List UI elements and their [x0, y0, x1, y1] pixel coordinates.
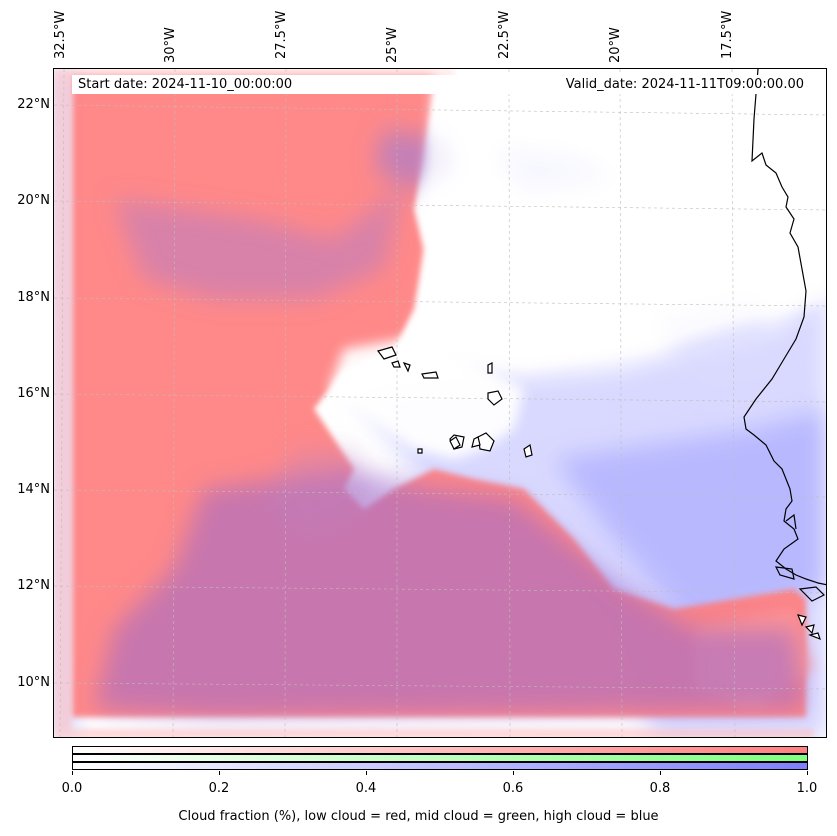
cbar-tick-label: 0.6 [502, 781, 524, 796]
cbar-tickmark [219, 771, 220, 775]
lon-label-17-5w: 17.5°W [720, 10, 735, 59]
colorbar-mid-cloud [72, 754, 808, 762]
lat-label-10n: 10°N [17, 675, 50, 690]
colorbar-low-cloud [72, 746, 808, 754]
cbar-tickmark [366, 771, 367, 775]
lon-label-22-5w: 22.5°W [497, 10, 512, 59]
cbar-tick-label: 0.0 [61, 781, 83, 796]
cbar-tickmark [660, 771, 661, 775]
lon-label-20w: 20°W [608, 27, 623, 63]
lon-label-32-5w: 32.5°W [53, 10, 68, 59]
cbar-tick-label: 0.8 [649, 781, 671, 796]
colorbar-caption: Cloud fraction (%), low cloud = red, mid… [178, 809, 659, 824]
cbar-tickmark [72, 771, 73, 775]
start-date-label: Start date: 2024-11-10_00:00:00 [72, 75, 514, 94]
colorbar-high-cloud [72, 762, 808, 770]
clear-sky-region [329, 69, 826, 459]
lon-label-30w: 30°W [163, 27, 178, 63]
coastline [743, 69, 826, 602]
lat-label-16n: 16°N [17, 386, 50, 401]
lat-label-18n: 18°N [17, 290, 50, 305]
cbar-tickmark [807, 771, 808, 775]
cbar-tick-label: 0.4 [355, 781, 377, 796]
lon-label-25w: 25°W [385, 27, 400, 63]
cbar-tick-label: 1.0 [796, 781, 818, 796]
cape-verde-islands [376, 346, 821, 641]
lat-label-20n: 20°N [17, 193, 50, 208]
cloud-fraction-map: Start date: 2024-11-10_00:00:00 Valid_da… [53, 68, 827, 738]
lon-label-27-5w: 27.5°W [274, 10, 289, 59]
cbar-tick-label: 0.2 [208, 781, 230, 796]
map-canvas [54, 69, 826, 737]
lat-label-22n: 22°N [17, 97, 50, 112]
lat-label-14n: 14°N [17, 482, 50, 497]
valid-date-label: Valid_date: 2024-11-11T09:00:00.00 [540, 75, 810, 94]
cbar-tickmark [513, 771, 514, 775]
graticule [54, 69, 826, 737]
lat-label-12n: 12°N [17, 578, 50, 593]
